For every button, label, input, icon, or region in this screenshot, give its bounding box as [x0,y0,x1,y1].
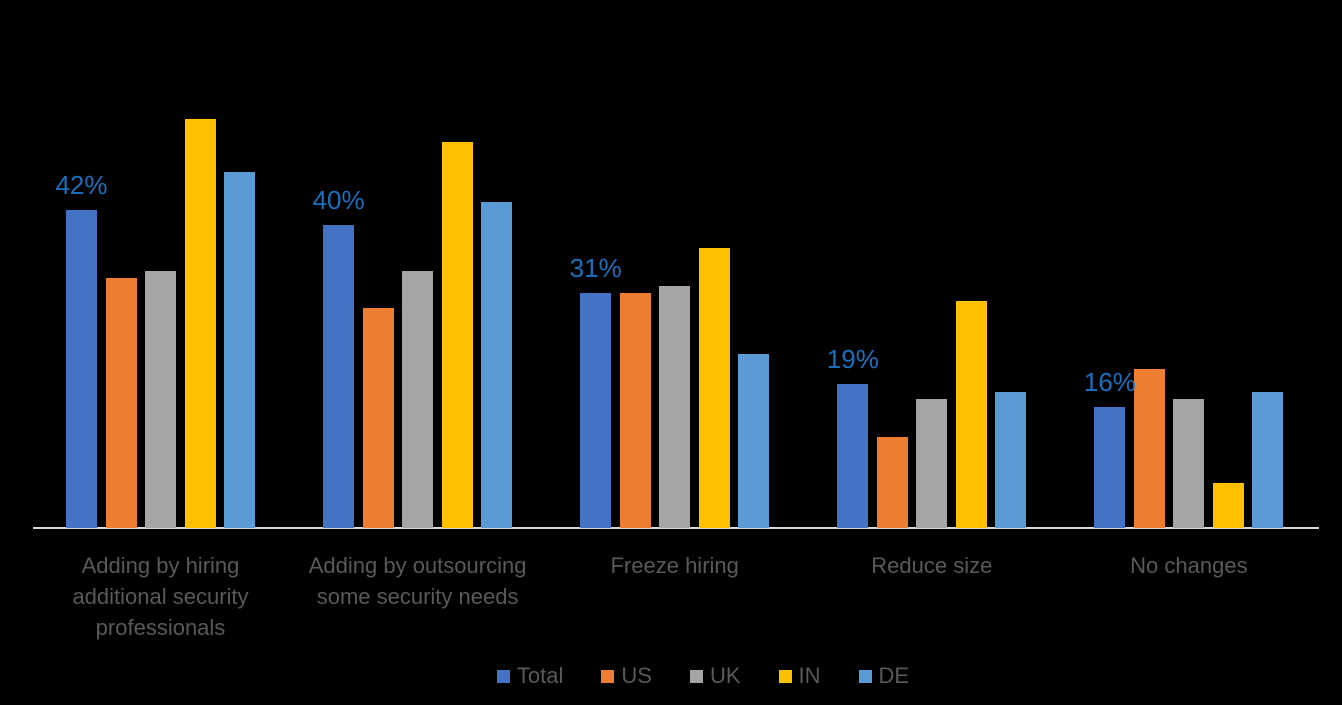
bar-uk-2 [402,270,434,528]
category-label-4: Reduce size [871,553,993,578]
legend-swatch-uk [689,669,703,683]
legend-label-de: DE [878,663,910,688]
category-label-5: No changes [1130,553,1248,578]
data-label-total-4: 19% [826,344,879,375]
category-axis: Adding by hiring additional security pro… [0,550,1342,660]
bar-uk-4 [916,399,948,528]
bar-us-4 [876,437,908,528]
data-label-total-3: 31% [569,253,622,284]
category-label-2: Adding by outsourcing some security need… [308,553,527,609]
bar-in-4 [955,300,987,528]
bar-de-2 [481,202,513,528]
data-label-total-1: 42% [55,170,108,201]
legend: Total US UK IN DE [32,663,1342,689]
bar-us-1 [105,278,137,528]
bar-in-3 [698,247,730,528]
legend-label-in: IN [798,663,821,688]
legend-label-total: Total [516,663,564,688]
bar-de-4 [995,391,1027,528]
bar-group-1 [66,119,255,528]
bar-uk-1 [145,270,176,528]
bar-de-3 [738,353,770,528]
bar-total-1 [66,210,97,528]
legend-item-in: IN [778,663,821,689]
legend-swatch-in [778,669,792,683]
bar-total-2 [323,225,355,528]
category-label-1: Adding by hiring additional security pro… [72,553,249,640]
bar-group-2 [323,141,513,528]
legend-item-de: DE [858,663,910,689]
data-label-total-2: 40% [312,185,365,216]
legend-item-uk: UK [689,663,741,689]
bar-in-1 [184,119,216,528]
bar-uk-5 [1173,399,1205,528]
bar-in-2 [441,141,473,528]
legend-swatch-de [858,669,872,683]
legend-swatch-total [496,669,510,683]
legend-item-us: US [601,663,652,689]
bar-de-1 [224,172,255,528]
bar-total-5 [1094,406,1126,528]
bar-in-5 [1212,482,1244,528]
bar-group-4 [837,300,1027,528]
bar-uk-3 [659,285,691,528]
legend-label-us: US [621,663,652,688]
bar-us-3 [619,293,651,528]
bar-us-5 [1133,369,1165,528]
legend-item-total: Total [496,663,564,689]
plot-area: 42% 40% 31% 19% 16% [33,119,1319,529]
bar-group-5 [1094,369,1284,528]
category-label-3: Freeze hiring [610,553,739,578]
bar-us-2 [362,308,394,528]
bar-total-3 [580,293,612,528]
bar-group-3 [580,247,770,528]
bar-de-5 [1252,391,1284,528]
bar-total-4 [837,384,869,528]
legend-label-uk: UK [709,663,741,688]
data-label-total-5: 16% [1083,366,1136,397]
legend-swatch-us [601,669,615,683]
